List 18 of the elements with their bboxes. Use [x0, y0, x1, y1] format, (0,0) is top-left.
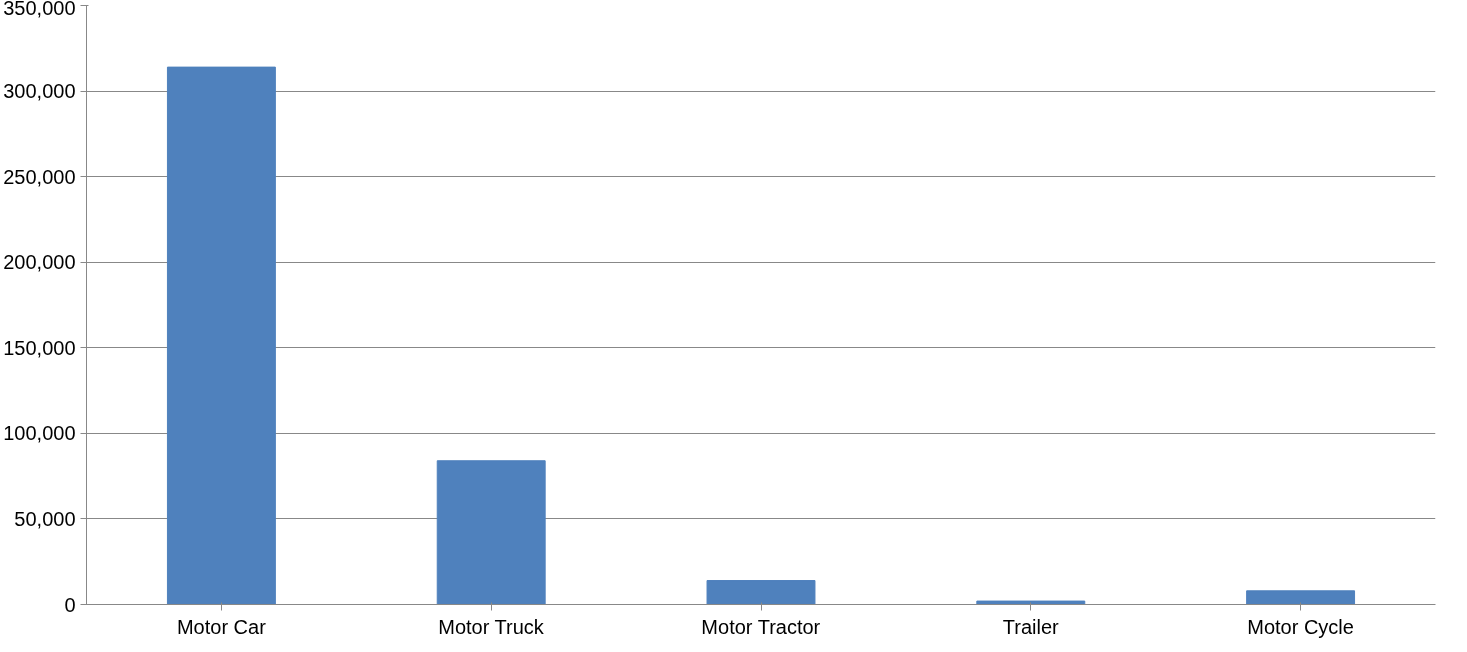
y-tick-label: 150,000 — [3, 336, 76, 359]
bar — [436, 460, 546, 605]
y-tick-label: 0 — [64, 593, 76, 616]
bar — [976, 600, 1086, 605]
y-tick-label: 100,000 — [3, 422, 76, 445]
y-tick-label: 50,000 — [14, 507, 76, 530]
bar — [1246, 590, 1356, 605]
y-tick-label: 350,000 — [3, 0, 76, 19]
y-tick-label: 300,000 — [3, 80, 76, 103]
y-tick-label: 200,000 — [3, 251, 76, 274]
x-tick-label: Motor Car — [176, 615, 267, 638]
x-tick-label: Trailer — [1002, 615, 1060, 638]
bar — [166, 66, 276, 605]
y-tick-label: 250,000 — [3, 165, 76, 188]
x-tick-label: Motor Truck — [438, 615, 545, 638]
x-tick-label: Motor Tractor — [701, 615, 821, 638]
bar — [706, 580, 816, 605]
x-tick-label: Motor Cycle — [1247, 615, 1354, 638]
